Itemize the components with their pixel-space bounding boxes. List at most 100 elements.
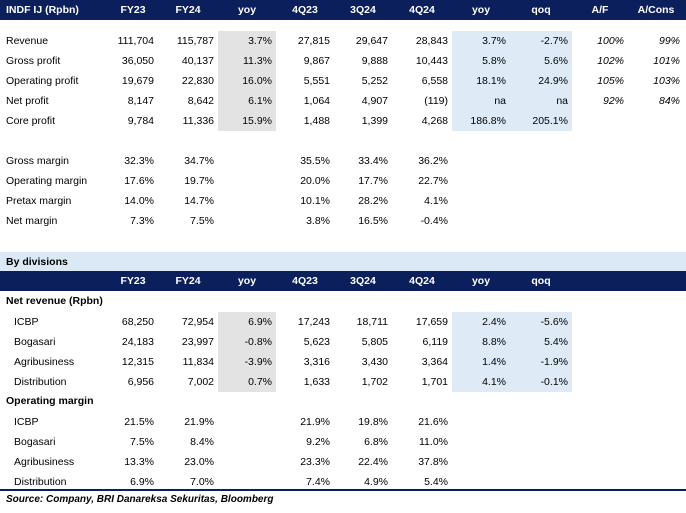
table-cell: 1,488: [303, 115, 330, 127]
table-cell: 23,997: [181, 336, 214, 348]
table-row: Agribusiness 12,315 11,834 -3.9% 3,316 3,430 3…: [0, 352, 686, 372]
table-cell: 1,399: [361, 115, 388, 127]
table-cell: (119): [424, 95, 448, 107]
row-label: Distribution: [14, 376, 67, 388]
table-cell: 22.7%: [418, 175, 448, 187]
row-label: Net profit: [6, 95, 49, 107]
row-label: Net margin: [6, 215, 58, 227]
column-header: FY23: [120, 275, 146, 287]
table-cell: -0.8%: [218, 332, 276, 352]
table-cell: 7,002: [187, 376, 214, 388]
table-row: Bogasari 24,183 23,997 -0.8% 5,623 5,805 6,119…: [0, 332, 686, 352]
table-cell: 205.1%: [510, 111, 572, 131]
table-cell: 7.5%: [130, 436, 154, 448]
table-title: INDF IJ (Rpbn): [6, 4, 79, 16]
table-cell: 103%: [653, 75, 680, 87]
table-cell: -0.1%: [510, 372, 572, 392]
table-cell: 21.6%: [418, 416, 448, 428]
table-cell: 16.5%: [358, 215, 388, 227]
table-cell: 36,050: [121, 55, 154, 67]
table-cell: 17.6%: [124, 175, 154, 187]
row-label: Core profit: [6, 115, 56, 127]
table-cell: 3,316: [303, 356, 330, 368]
table-cell: 9,888: [361, 55, 388, 67]
table-cell: 8,147: [127, 95, 154, 107]
table-cell: 22,830: [181, 75, 214, 87]
table-cell: 9.2%: [306, 436, 330, 448]
row-label: Pretax margin: [6, 195, 72, 207]
net-revenue-title: Net revenue (Rpbn): [6, 295, 103, 307]
table-cell: [218, 432, 276, 452]
column-header: A/Cons: [637, 4, 675, 16]
source-footer: Source: Company, BRI Danareksa Sekuritas…: [0, 489, 686, 513]
table-cell: 6.9%: [218, 312, 276, 332]
table-cell: 23.0%: [184, 456, 214, 468]
table-cell: 8.4%: [190, 436, 214, 448]
table-cell: 6,558: [421, 75, 448, 87]
table-cell: 14.0%: [124, 195, 154, 207]
table-row: Agribusiness 13.3% 23.0% 23.3% 22.4% 37.8%: [0, 452, 686, 472]
column-header: yoy: [471, 275, 491, 287]
table-cell: 7.3%: [130, 215, 154, 227]
table-cell: 11,834: [182, 356, 214, 368]
table-cell: 4,268: [421, 115, 448, 127]
table-cell: 17,243: [297, 316, 330, 328]
table-cell: 115,787: [176, 35, 214, 47]
table-cell: [628, 111, 684, 131]
row-label: Gross profit: [6, 55, 61, 67]
table-cell: 17,659: [415, 316, 448, 328]
table-row: Pretax margin 14.0% 14.7% 10.1% 28.2% 4.1%: [0, 191, 686, 211]
table-cell: 3.8%: [306, 215, 330, 227]
table-cell: 40,137: [181, 55, 214, 67]
table-cell: 1,064: [303, 95, 330, 107]
table-cell: -3.9%: [218, 352, 276, 372]
table-cell: [218, 171, 276, 191]
table-cell: 3,430: [361, 356, 388, 368]
table-cell: 21.9%: [300, 416, 330, 428]
table-row: ICBP 68,250 72,954 6.9% 17,243 18,711 17,659 2.…: [0, 312, 686, 332]
table-cell: 7.0%: [190, 476, 214, 488]
table-cell: 36.2%: [418, 155, 448, 167]
table-cell: na: [510, 91, 572, 111]
table-cell: 24.9%: [510, 71, 572, 91]
table-cell: [572, 111, 628, 131]
table-cell: na: [452, 91, 510, 111]
table-cell: 12,315: [121, 356, 154, 368]
table-cell: -5.6%: [510, 312, 572, 332]
table-cell: 10.1%: [300, 195, 330, 207]
source-note: Source: Company, BRI Danareksa Sekuritas…: [6, 494, 274, 505]
table-cell: 32.3%: [124, 155, 154, 167]
table-cell: 3.7%: [452, 31, 510, 51]
table-row: ICBP 21.5% 21.9% 21.9% 19.8% 21.6%: [0, 412, 686, 432]
table-cell: 14.7%: [184, 195, 214, 207]
table-cell: 16.0%: [218, 71, 276, 91]
table-cell: 37.8%: [418, 456, 448, 468]
table-row: Revenue 111,704 115,787 3.7% 27,815 29,647 28,…: [0, 31, 686, 51]
table-cell: 3,364: [421, 356, 448, 368]
table-cell: 5,623: [303, 336, 330, 348]
column-header: 4Q23: [292, 4, 318, 16]
table-cell: 5,252: [361, 75, 388, 87]
table-cell: 19.8%: [358, 416, 388, 428]
table-row: Gross profit 36,050 40,137 11.3% 9,867 9,888 1…: [0, 51, 686, 71]
table-cell: 111,704: [117, 35, 154, 47]
table-cell: 4.9%: [364, 476, 388, 488]
table-cell: 2.4%: [452, 312, 510, 332]
divisions-title: By divisions: [6, 256, 68, 268]
column-header: 4Q24: [409, 4, 435, 16]
row-label: Agribusiness: [14, 356, 75, 368]
table-cell: 1,701: [421, 376, 448, 388]
table-cell: 5.4%: [424, 476, 448, 488]
table-row: Core profit 9,784 11,336 15.9% 1,488 1,399 4,2…: [0, 111, 686, 131]
table-row: Bogasari 7.5% 8.4% 9.2% 6.8% 11.0%: [0, 432, 686, 452]
table-cell: 105%: [597, 75, 624, 87]
table-cell: 6.1%: [218, 91, 276, 111]
table-cell: [218, 452, 276, 472]
table-row: Net profit 8,147 8,642 6.1% 1,064 4,907 (119) n…: [0, 91, 686, 111]
column-header: yoy: [237, 275, 257, 287]
table-cell: 6.9%: [130, 476, 154, 488]
table-cell: 4.1%: [452, 372, 510, 392]
table-cell: 4.1%: [424, 195, 448, 207]
table-cell: 34.7%: [184, 155, 214, 167]
row-label: Distribution: [14, 476, 67, 488]
